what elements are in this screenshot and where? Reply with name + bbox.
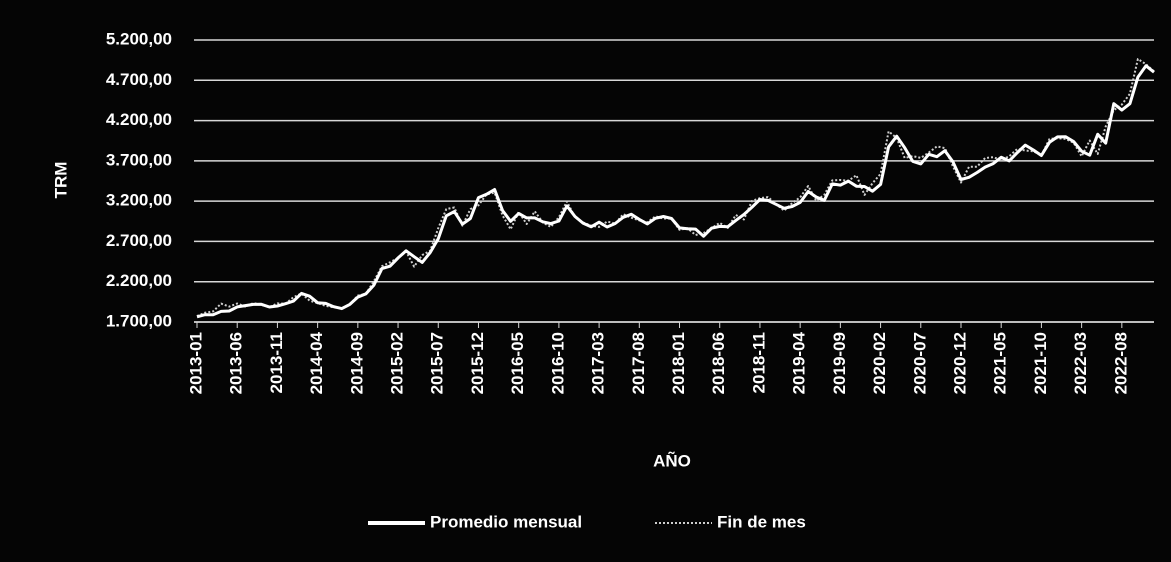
x-tick-label: 2013-06 — [227, 332, 246, 394]
y-tick-label: 3.200,00 — [106, 191, 172, 210]
y-tick-label: 1.700,00 — [106, 311, 172, 330]
y-tick-label: 4.200,00 — [106, 110, 172, 129]
y-axis-label: TRM — [51, 162, 70, 199]
x-tick-label: 2017-03 — [589, 332, 608, 394]
x-tick-label: 2013-11 — [267, 332, 286, 393]
y-tick-label: 3.700,00 — [106, 150, 172, 169]
x-tick-label: 2013-01 — [186, 332, 205, 394]
x-tick-label: 2021-10 — [1031, 332, 1050, 394]
x-tick-label: 2017-08 — [629, 332, 648, 394]
y-tick-label: 2.700,00 — [106, 231, 172, 250]
x-tick-label: 2018-01 — [669, 332, 688, 394]
x-tick-label: 2015-02 — [388, 332, 407, 394]
series-line — [196, 64, 1155, 319]
x-tick-label: 2018-11 — [749, 332, 768, 393]
x-tick-label: 2019-04 — [790, 331, 809, 394]
y-tick-label: 2.200,00 — [106, 271, 172, 290]
x-axis-label: AÑO — [653, 450, 691, 470]
legend-label: Fin de mes — [717, 512, 806, 531]
x-tick-label: 2018-06 — [709, 332, 728, 394]
x-tick-label: 2020-12 — [950, 332, 969, 394]
x-tick-label: 2016-05 — [508, 332, 527, 394]
x-tick-label: 2015-12 — [468, 332, 487, 394]
x-tick-label: 2022-08 — [1111, 332, 1130, 394]
x-tick-label: 2016-10 — [548, 332, 567, 394]
x-tick-label: 2021-05 — [991, 332, 1010, 394]
x-tick-label: 2020-02 — [870, 332, 889, 394]
y-tick-label: 5.200,00 — [106, 29, 172, 48]
y-tick-label: 4.700,00 — [106, 70, 172, 89]
legend-label: Promedio mensual — [430, 512, 582, 531]
x-tick-label: 2015-07 — [428, 332, 447, 394]
x-tick-label: 2022-03 — [1071, 332, 1090, 394]
x-tick-label: 2014-04 — [307, 331, 326, 394]
x-tick-label: 2014-09 — [347, 332, 366, 394]
x-tick-label: 2020-07 — [910, 332, 929, 394]
x-tick-label: 2019-09 — [830, 332, 849, 394]
